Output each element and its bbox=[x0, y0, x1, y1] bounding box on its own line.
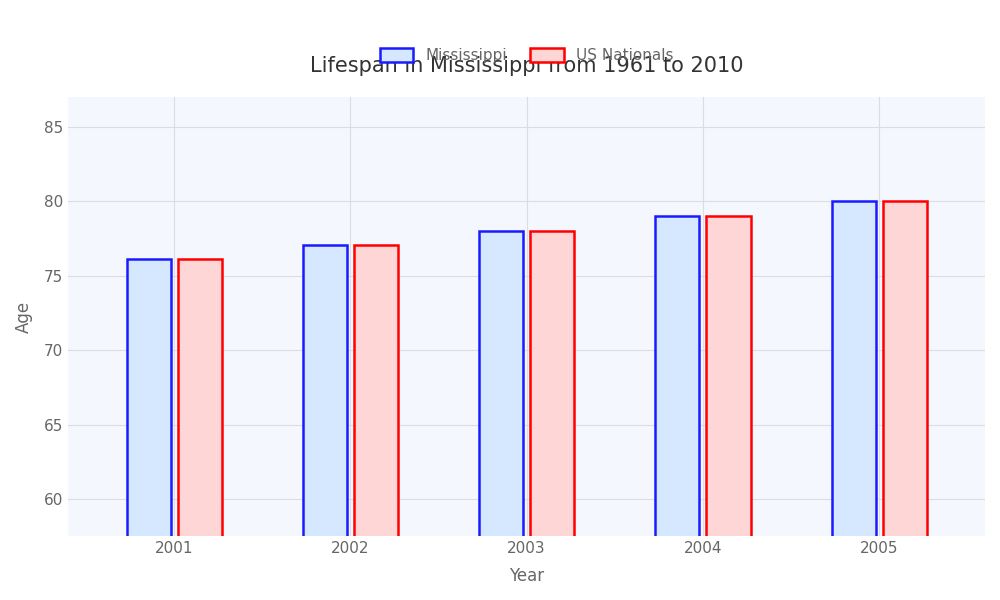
Y-axis label: Age: Age bbox=[15, 301, 33, 333]
Bar bbox=[655, 217, 699, 600]
Bar bbox=[354, 245, 398, 600]
Legend: Mississippi, US Nationals: Mississippi, US Nationals bbox=[380, 48, 674, 63]
Bar bbox=[303, 245, 347, 600]
Bar bbox=[178, 259, 222, 600]
Title: Lifespan in Mississippi from 1961 to 2010: Lifespan in Mississippi from 1961 to 201… bbox=[310, 56, 743, 76]
Bar bbox=[479, 231, 523, 600]
X-axis label: Year: Year bbox=[509, 567, 544, 585]
Bar bbox=[530, 231, 574, 600]
Bar bbox=[706, 217, 751, 600]
Bar bbox=[127, 259, 171, 600]
Bar bbox=[883, 202, 927, 600]
Bar bbox=[832, 202, 876, 600]
